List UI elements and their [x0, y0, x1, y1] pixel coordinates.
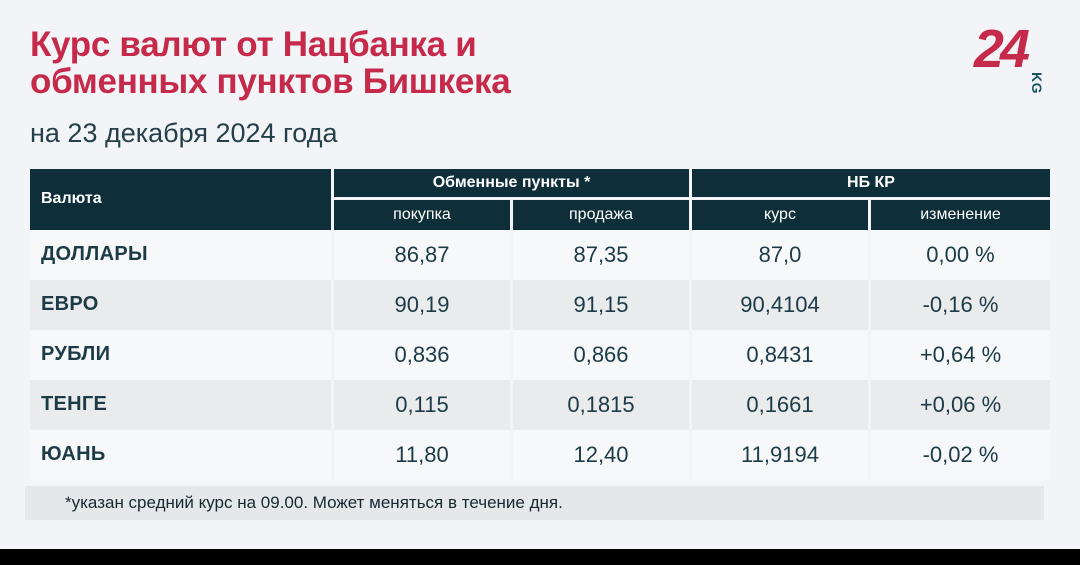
table-row-euro: ЕВРО 90,19 91,15 90,4104 -0,16 %: [30, 279, 1050, 330]
rate-value: 0,8431: [692, 329, 868, 380]
sell-value: 12,40: [513, 429, 689, 480]
change-value: +0,06 %: [871, 379, 1050, 430]
rate-value: 11,9194: [692, 429, 868, 480]
logo-24-text: 24: [973, 19, 1030, 79]
table-header: Валюта Обменные пункты * НБ КР покупка п…: [30, 168, 1050, 230]
buy-value: 0,115: [334, 379, 510, 430]
buy-value: 86,87: [334, 229, 510, 280]
bottom-black-bar: [0, 549, 1080, 565]
table-row-tenge: ТЕНГЕ 0,115 0,1815 0,1661 +0,06 %: [30, 379, 1050, 430]
rate-value: 0,1661: [692, 379, 868, 430]
page-title-line2: обменных пунктов Бишкека: [30, 62, 511, 102]
currency-name: РУБЛИ: [30, 329, 331, 380]
currency-name: ДОЛЛАРЫ: [30, 229, 331, 280]
buy-value: 90,19: [334, 279, 510, 330]
change-value: +0,64 %: [871, 329, 1050, 380]
currency-name: ЮАНЬ: [30, 429, 331, 480]
col-group-national-bank: НБ КР: [692, 168, 1050, 197]
logo-kg-text: KG: [1029, 72, 1045, 94]
change-value: -0,02 %: [871, 429, 1050, 480]
col-header-currency: Валюта: [30, 168, 331, 230]
footnote-strip: *указан средний курс на 09.00. Может мен…: [25, 485, 1044, 520]
col-header-sell: продажа: [513, 199, 689, 230]
currency-table: Валюта Обменные пункты * НБ КР покупка п…: [25, 168, 1050, 520]
sell-value: 0,1815: [513, 379, 689, 430]
table-row-rubles: РУБЛИ 0,836 0,866 0,8431 +0,64 %: [30, 329, 1050, 380]
change-value: -0,16 %: [871, 279, 1050, 330]
currency-name: ТЕНГЕ: [30, 379, 331, 430]
buy-value: 11,80: [334, 429, 510, 480]
sell-value: 87,35: [513, 229, 689, 280]
rate-value: 87,0: [692, 229, 868, 280]
col-header-change: изменение: [871, 199, 1050, 230]
rate-value: 90,4104: [692, 279, 868, 330]
24kg-logo: 24 KG: [973, 19, 1052, 94]
col-group-exchange-offices: Обменные пункты *: [334, 168, 689, 197]
page-title-line1: Курс валют от Нацбанка и: [30, 25, 477, 64]
sell-value: 0,866: [513, 329, 689, 380]
currency-name: ЕВРО: [30, 279, 331, 330]
page-title: Курс валют от Нацбанка и обменных пунктов…: [30, 26, 1050, 101]
col-header-rate: курс: [692, 199, 868, 230]
table-row-yuan: ЮАНЬ 11,80 12,40 11,9194 -0,02 %: [30, 429, 1050, 480]
buy-value: 0,836: [334, 329, 510, 380]
change-value: 0,00 %: [871, 229, 1050, 280]
col-header-buy: покупка: [334, 199, 510, 230]
sell-value: 91,15: [513, 279, 689, 330]
footnote-text: *указан средний курс на 09.00. Может мен…: [65, 492, 563, 512]
page-subtitle: на 23 декабря 2024 года: [30, 117, 338, 148]
table-row-dollars: ДОЛЛАРЫ 86,87 87,35 87,0 0,00 %: [30, 229, 1050, 280]
